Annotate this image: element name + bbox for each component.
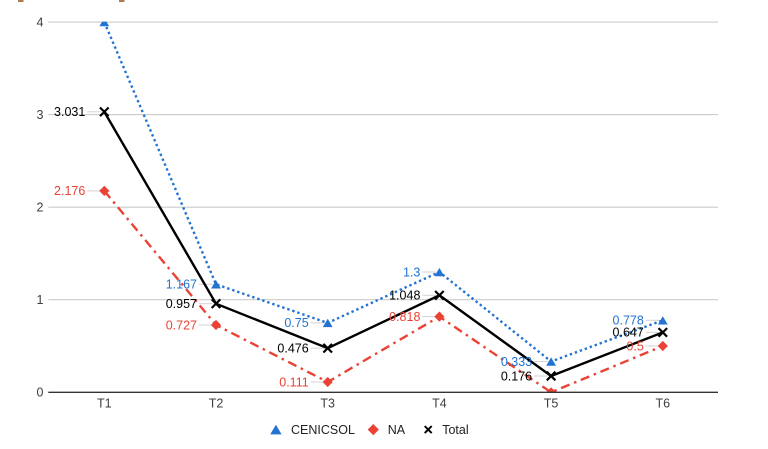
svg-text:0.818: 0.818 — [389, 310, 420, 324]
svg-text:0.778: 0.778 — [613, 314, 644, 328]
svg-text:3: 3 — [37, 108, 44, 122]
svg-text:T1: T1 — [97, 396, 112, 410]
svg-text:0.5: 0.5 — [626, 339, 643, 353]
svg-text:0.647: 0.647 — [613, 326, 644, 340]
svg-text:T3: T3 — [320, 396, 335, 410]
svg-text:Total: Total — [442, 423, 468, 437]
svg-text:T4: T4 — [432, 396, 447, 410]
svg-text:0.476: 0.476 — [277, 342, 308, 356]
svg-text:0.333: 0.333 — [501, 355, 532, 369]
svg-text:T2: T2 — [209, 396, 224, 410]
svg-text:4: 4 — [37, 15, 44, 29]
svg-text:0.957: 0.957 — [166, 297, 197, 311]
svg-text:2: 2 — [37, 201, 44, 215]
svg-text:CENICSOL: CENICSOL — [291, 423, 355, 437]
svg-text:1: 1 — [37, 293, 44, 307]
svg-text:T6: T6 — [656, 396, 671, 410]
svg-text:0.176: 0.176 — [501, 369, 532, 383]
svg-text:1.048: 1.048 — [389, 289, 420, 303]
svg-text:0.75: 0.75 — [284, 316, 308, 330]
svg-text:1.167: 1.167 — [166, 278, 197, 292]
svg-text:NA: NA — [388, 423, 406, 437]
svg-text:1.3: 1.3 — [403, 265, 420, 279]
svg-text:0.727: 0.727 — [166, 318, 197, 332]
svg-text:2.176: 2.176 — [54, 184, 85, 198]
svg-text:0: 0 — [37, 386, 44, 400]
svg-text:T5: T5 — [544, 396, 559, 410]
svg-text:3.031: 3.031 — [54, 105, 85, 119]
svg-text:0.111: 0.111 — [279, 375, 308, 389]
